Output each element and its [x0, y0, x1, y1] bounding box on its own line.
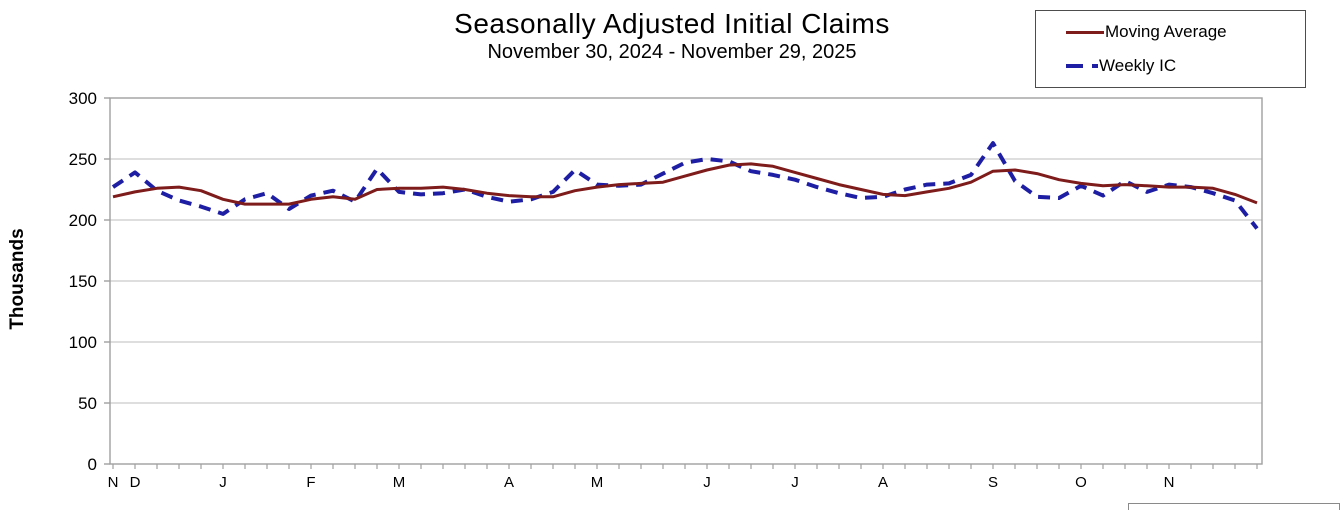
legend-item-weekly-ic: Weekly IC [1066, 56, 1305, 76]
x-month-label: N [108, 474, 119, 491]
x-month-label: A [878, 474, 888, 491]
x-month-label: A [504, 474, 514, 491]
weekly-ic-line [111, 141, 1259, 230]
x-month-label: F [306, 474, 315, 491]
x-month-label: M [393, 474, 406, 491]
x-month-label: J [219, 474, 227, 491]
chart-title: Seasonally Adjusted Initial Claims [454, 8, 890, 39]
y-tick-label: 200 [69, 211, 97, 230]
chart-subtitle: November 30, 2024 - November 29, 2025 [487, 41, 857, 64]
x-month-label: S [988, 474, 998, 491]
chart-title-block: Seasonally Adjusted Initial Claims Novem… [0, 8, 1344, 64]
moving-average-line-swatch [1066, 30, 1104, 34]
legend-item-moving-average: Moving Average [1066, 22, 1305, 42]
y-tick-label: 250 [69, 150, 97, 169]
weekly-ic-dot-swatch [1092, 64, 1098, 68]
legend-label-weekly-ic: Weekly IC [1099, 56, 1177, 75]
y-axis: 0 50 100 150 200 250 300 [69, 89, 110, 474]
y-tick-label: 100 [69, 333, 97, 352]
y-tick-label: 0 [88, 455, 97, 474]
weekly-ic-dash-swatch [1066, 64, 1083, 68]
legend: Moving Average Weekly IC [1035, 10, 1306, 88]
cutoff-box-bottom-right [1128, 503, 1340, 510]
moving-average-line [112, 162, 1258, 206]
y-tick-label: 300 [69, 89, 97, 108]
legend-label-moving-average: Moving Average [1105, 22, 1227, 41]
x-month-label: J [703, 474, 711, 491]
y-tick-label: 50 [78, 394, 97, 413]
x-month-label: O [1075, 474, 1087, 491]
x-month-label: J [791, 474, 799, 491]
x-month-label: M [591, 474, 604, 491]
gridlines [110, 158, 1262, 404]
x-month-label: N [1164, 474, 1175, 491]
x-month-label: D [130, 474, 141, 491]
y-tick-label: 150 [69, 272, 97, 291]
